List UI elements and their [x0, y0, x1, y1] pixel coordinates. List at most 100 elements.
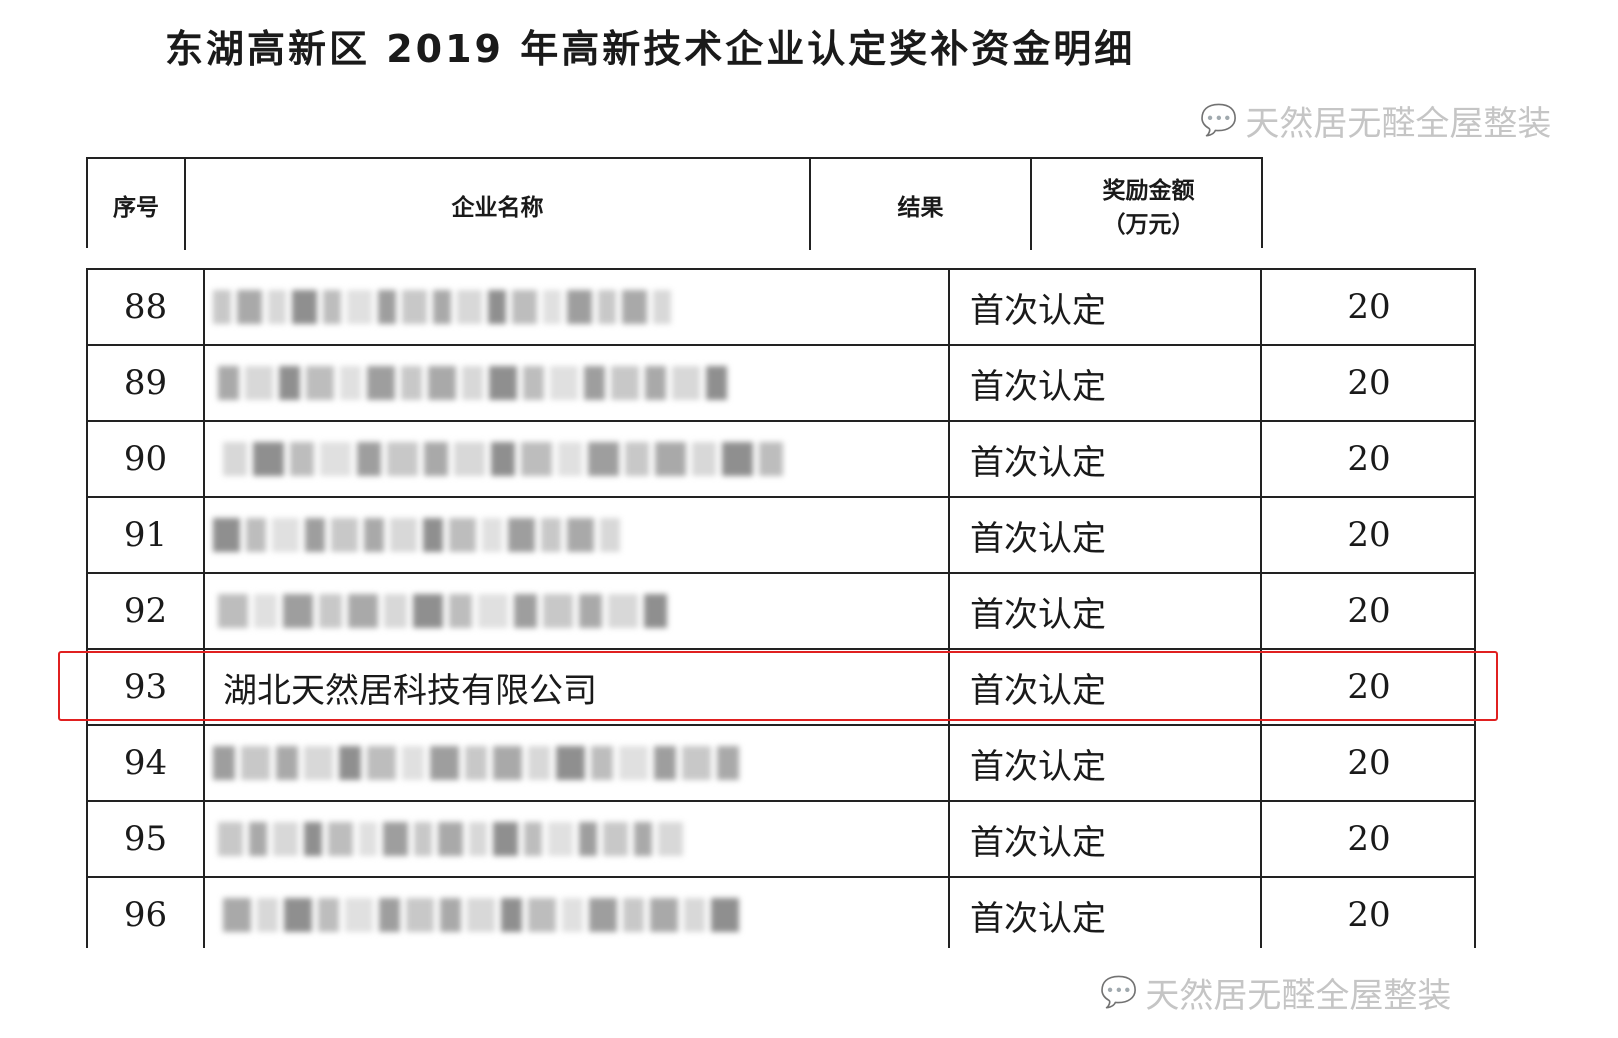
- row-result: 首次认定: [970, 518, 1106, 559]
- blur-block: [364, 518, 384, 552]
- blur-block: [213, 518, 240, 552]
- blurred-company-name: [223, 890, 739, 940]
- table-row: 91 首次认定 20: [88, 498, 1474, 574]
- row-index: 92: [123, 591, 168, 631]
- row-amount: 20: [1347, 743, 1391, 783]
- blur-block: [579, 822, 597, 856]
- blur-block: [623, 898, 644, 932]
- blur-block: [589, 898, 617, 932]
- row-company-name: 湖北天然居科技有限公司: [223, 670, 597, 711]
- blur-block: [253, 442, 284, 476]
- blur-block: [543, 290, 561, 324]
- row-result: 首次认定: [970, 822, 1106, 863]
- blur-block: [245, 366, 273, 400]
- blur-block: [223, 898, 251, 932]
- blur-block: [543, 594, 573, 628]
- header-index: 序号: [88, 159, 186, 250]
- blur-block: [462, 366, 483, 400]
- blur-block: [548, 822, 573, 856]
- row-index: 88: [123, 287, 168, 327]
- row-amount: 20: [1347, 591, 1391, 631]
- blur-block: [622, 290, 647, 324]
- column-divider: [203, 270, 205, 948]
- wechat-icon: 💬: [1100, 975, 1138, 1010]
- row-result: 首次认定: [970, 746, 1106, 787]
- row-result: 首次认定: [970, 898, 1106, 939]
- blur-block: [449, 594, 472, 628]
- blur-block: [658, 822, 683, 856]
- blur-block: [414, 822, 432, 856]
- blur-block: [257, 898, 278, 932]
- blur-block: [406, 898, 434, 932]
- blur-block: [292, 290, 317, 324]
- watermark-top: 💬 天然居无醛全屋整装: [1200, 96, 1551, 145]
- blur-block: [514, 594, 537, 628]
- blur-block: [603, 822, 628, 856]
- blur-block: [692, 442, 716, 476]
- blur-block: [305, 518, 325, 552]
- blur-block: [672, 366, 700, 400]
- blur-block: [528, 898, 556, 932]
- blur-block: [345, 898, 373, 932]
- blur-block: [413, 594, 443, 628]
- blur-block: [402, 290, 427, 324]
- row-result: 首次认定: [970, 594, 1106, 635]
- blur-block: [454, 442, 485, 476]
- blur-block: [541, 518, 561, 552]
- blur-block: [654, 746, 676, 780]
- page-title: 东湖高新区 2019 年高新技术企业认定奖补资金明细: [165, 27, 1136, 71]
- blur-block: [323, 290, 341, 324]
- blur-block: [433, 290, 451, 324]
- blur-block: [328, 822, 353, 856]
- blur-block: [268, 290, 286, 324]
- blur-block: [619, 746, 648, 780]
- blur-block: [304, 746, 333, 780]
- watermark-text: 天然居无醛全屋整装: [1145, 976, 1452, 1016]
- row-index: 94: [123, 743, 168, 783]
- blurred-company-name: [218, 586, 667, 636]
- row-amount: 20: [1347, 287, 1391, 327]
- blur-block: [467, 898, 495, 932]
- blurred-company-name: [218, 814, 683, 864]
- row-index: 95: [123, 819, 168, 859]
- blur-block: [241, 746, 270, 780]
- row-index: 91: [123, 515, 168, 555]
- row-result: 首次认定: [970, 442, 1106, 483]
- row-result: 首次认定: [970, 366, 1106, 407]
- blur-block: [644, 594, 667, 628]
- blur-block: [588, 442, 619, 476]
- blur-block: [523, 366, 544, 400]
- blur-block: [706, 366, 727, 400]
- blur-block: [512, 290, 537, 324]
- header-amount-label: 奖励金额: [1102, 177, 1195, 204]
- table-row: 89 首次认定 20: [88, 346, 1474, 422]
- blur-block: [279, 366, 300, 400]
- blur-block: [383, 822, 408, 856]
- blur-block: [584, 366, 605, 400]
- blur-block: [249, 822, 267, 856]
- blur-block: [438, 822, 463, 856]
- column-divider: [1260, 270, 1262, 948]
- row-amount: 20: [1347, 667, 1391, 707]
- blur-block: [645, 366, 666, 400]
- blur-block: [684, 898, 705, 932]
- blur-block: [367, 746, 396, 780]
- blur-block: [600, 518, 620, 552]
- table-row: 94 首次认定 20: [88, 726, 1474, 802]
- blur-block: [347, 290, 372, 324]
- blur-block: [650, 898, 678, 932]
- blur-block: [598, 290, 616, 324]
- blur-block: [213, 290, 231, 324]
- blur-block: [276, 746, 298, 780]
- blur-block: [579, 594, 602, 628]
- row-amount: 20: [1347, 515, 1391, 555]
- blur-block: [290, 442, 314, 476]
- blur-block: [440, 898, 461, 932]
- blur-block: [449, 518, 476, 552]
- blur-block: [357, 442, 381, 476]
- row-result: 首次认定: [970, 670, 1106, 711]
- blur-block: [306, 366, 334, 400]
- blur-block: [401, 366, 422, 400]
- blur-block: [359, 822, 377, 856]
- blur-block: [717, 746, 739, 780]
